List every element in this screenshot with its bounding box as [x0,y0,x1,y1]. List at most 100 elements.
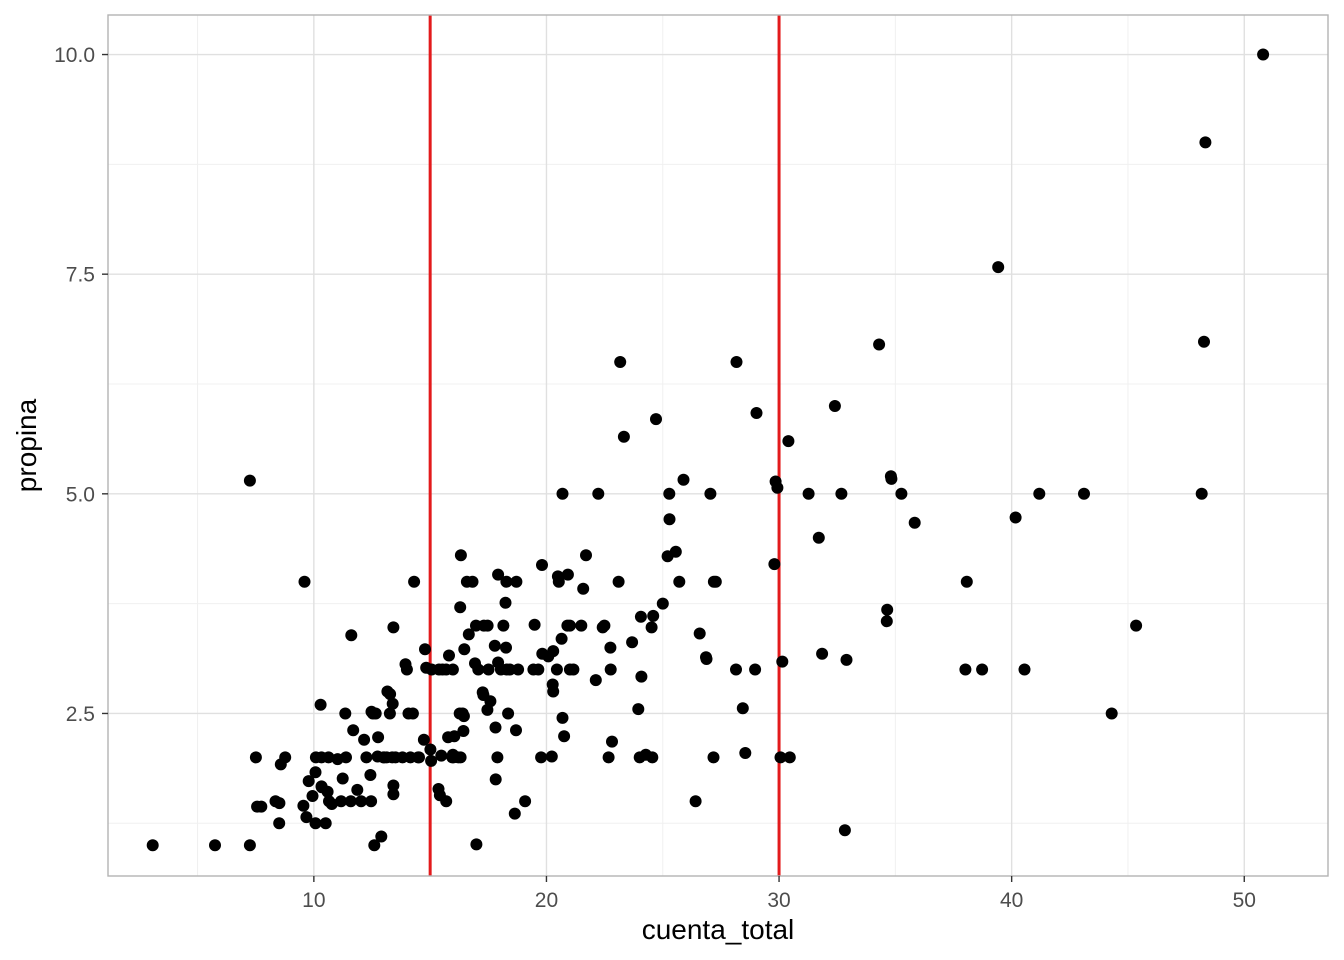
data-point [454,601,467,614]
data-point [408,575,421,588]
data-point [873,338,886,351]
data-point [960,575,973,588]
y-tick-label: 2.5 [66,703,95,726]
data-point [1009,511,1022,524]
data-point [552,575,565,588]
data-point [589,674,602,687]
data-point [614,356,627,368]
data-point [700,653,713,665]
data-point [273,797,286,810]
data-point [273,817,286,830]
data-point [300,811,313,824]
x-axis-title: cuenta_total [642,914,795,945]
data-point [580,549,592,562]
data-point [454,751,467,764]
data-point [482,663,495,676]
data-point [709,575,722,588]
data-point [298,575,311,588]
y-axis-title: propina [11,398,42,492]
data-point [673,575,686,588]
data-point [491,751,504,764]
data-point [457,710,470,723]
data-point [782,435,795,448]
data-point [347,724,360,737]
data-point [783,751,796,764]
data-point [400,663,413,676]
data-point [563,619,576,632]
data-point [677,473,690,486]
data-point [372,731,385,744]
data-point [457,725,470,737]
data-point [512,663,525,676]
data-point [489,773,502,786]
data-point [492,568,505,581]
data-point [556,711,569,724]
reference-lines [428,15,781,876]
data-point [558,730,571,743]
panel-border [107,14,1329,877]
data-point [959,663,972,676]
data-point [435,749,448,762]
data-point [1018,663,1031,676]
data-point [302,775,315,788]
data-point [885,472,898,485]
data-point [519,795,532,808]
data-point [547,685,560,698]
data-point [802,487,815,500]
data-point [663,513,676,526]
x-tick-label: 50 [1233,889,1256,912]
data-point [448,730,461,743]
data-point [1195,487,1208,500]
data-point [602,751,615,764]
data-point [669,545,682,558]
data-point [472,663,485,676]
data-point [406,707,419,720]
data-point [812,531,825,544]
data-point [470,838,483,851]
data-point [243,839,256,852]
data-point [443,649,455,662]
data-point [604,663,617,676]
data-point [309,766,322,779]
data-point [645,621,658,634]
data-point [1198,335,1210,348]
data-point [567,663,580,676]
x-tick-label: 40 [1000,889,1023,912]
data-point [626,636,639,649]
data-point [656,597,669,610]
data-point [339,707,352,720]
data-point [1130,619,1143,632]
data-point [730,663,742,676]
data-point [314,698,327,711]
data-point [828,400,841,412]
data-point [488,639,501,652]
data-point [736,702,749,715]
data-point [500,641,512,654]
data-point [647,609,660,622]
data-point [358,733,371,746]
data-point [838,824,851,837]
data-point [387,779,400,792]
data-point [606,735,618,748]
data-point [481,619,494,632]
data-point [776,655,789,668]
data-point [556,487,569,500]
data-point [704,487,717,500]
data-point [632,703,645,716]
data-point [635,670,648,683]
data-point [617,430,630,443]
data-point [365,795,378,808]
data-point [309,817,322,830]
data-point [497,619,510,632]
data-point [419,643,431,656]
data-point [575,619,588,632]
data-point [383,707,396,720]
data-point [368,839,381,852]
data-point [322,751,335,764]
data-point [502,707,515,720]
data-point [908,516,921,529]
data-point [319,817,332,830]
data-point [992,261,1005,274]
data-point [369,707,382,720]
